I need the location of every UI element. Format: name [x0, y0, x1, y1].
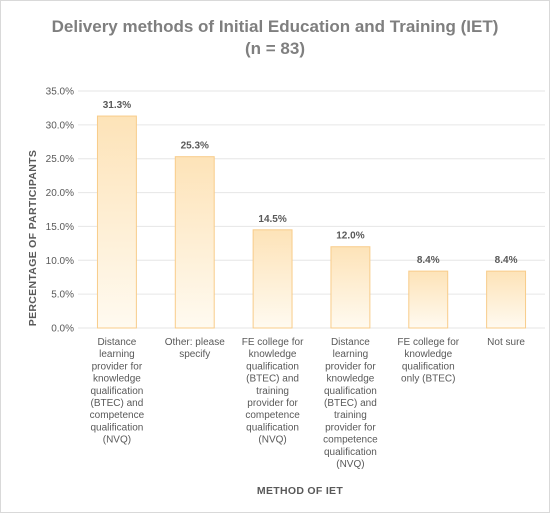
x-tick-label: FE college for knowledge qualification only…: [397, 337, 459, 385]
bar: [252, 229, 293, 329]
y-tick-label: 15.0%: [46, 222, 74, 233]
y-tick-label: 10.0%: [46, 256, 74, 267]
y-tick-label: 30.0%: [46, 120, 74, 131]
bar: [408, 270, 449, 329]
data-label: 14.5%: [258, 214, 286, 225]
chart-subtitle: (n = 83): [245, 39, 305, 58]
y-tick-label: 0.0%: [51, 324, 74, 335]
data-label: 8.4%: [495, 255, 518, 266]
x-tick-label: FE college for knowledge qualification (BTE…: [242, 337, 304, 446]
data-label: 8.4%: [417, 255, 440, 266]
bar: [96, 115, 137, 329]
bar: [486, 270, 527, 329]
x-tick-label: Distance learning provider for knowledge qua…: [323, 337, 378, 470]
data-label: 12.0%: [336, 231, 364, 242]
x-tick-label: Distance learning provider for knowledge qua…: [90, 337, 145, 446]
y-tick-label: 35.0%: [46, 87, 74, 98]
y-tick-label: 5.0%: [51, 290, 74, 301]
data-label: 31.3%: [103, 100, 131, 111]
x-axis-title: METHOD OF IET: [257, 485, 343, 497]
chart-title: Delivery methods of Initial Education an…: [52, 17, 499, 36]
data-label: 25.3%: [181, 141, 209, 152]
x-tick-label: Not sure: [487, 337, 525, 348]
bar: [330, 246, 371, 329]
bar: [174, 156, 215, 329]
y-tick-label: 25.0%: [46, 154, 74, 165]
y-axis-title: PERCENTAGE OF PARTICIPANTS: [27, 150, 39, 326]
x-tick-label: Other: please specify: [165, 337, 225, 360]
y-tick-label: 20.0%: [46, 188, 74, 199]
